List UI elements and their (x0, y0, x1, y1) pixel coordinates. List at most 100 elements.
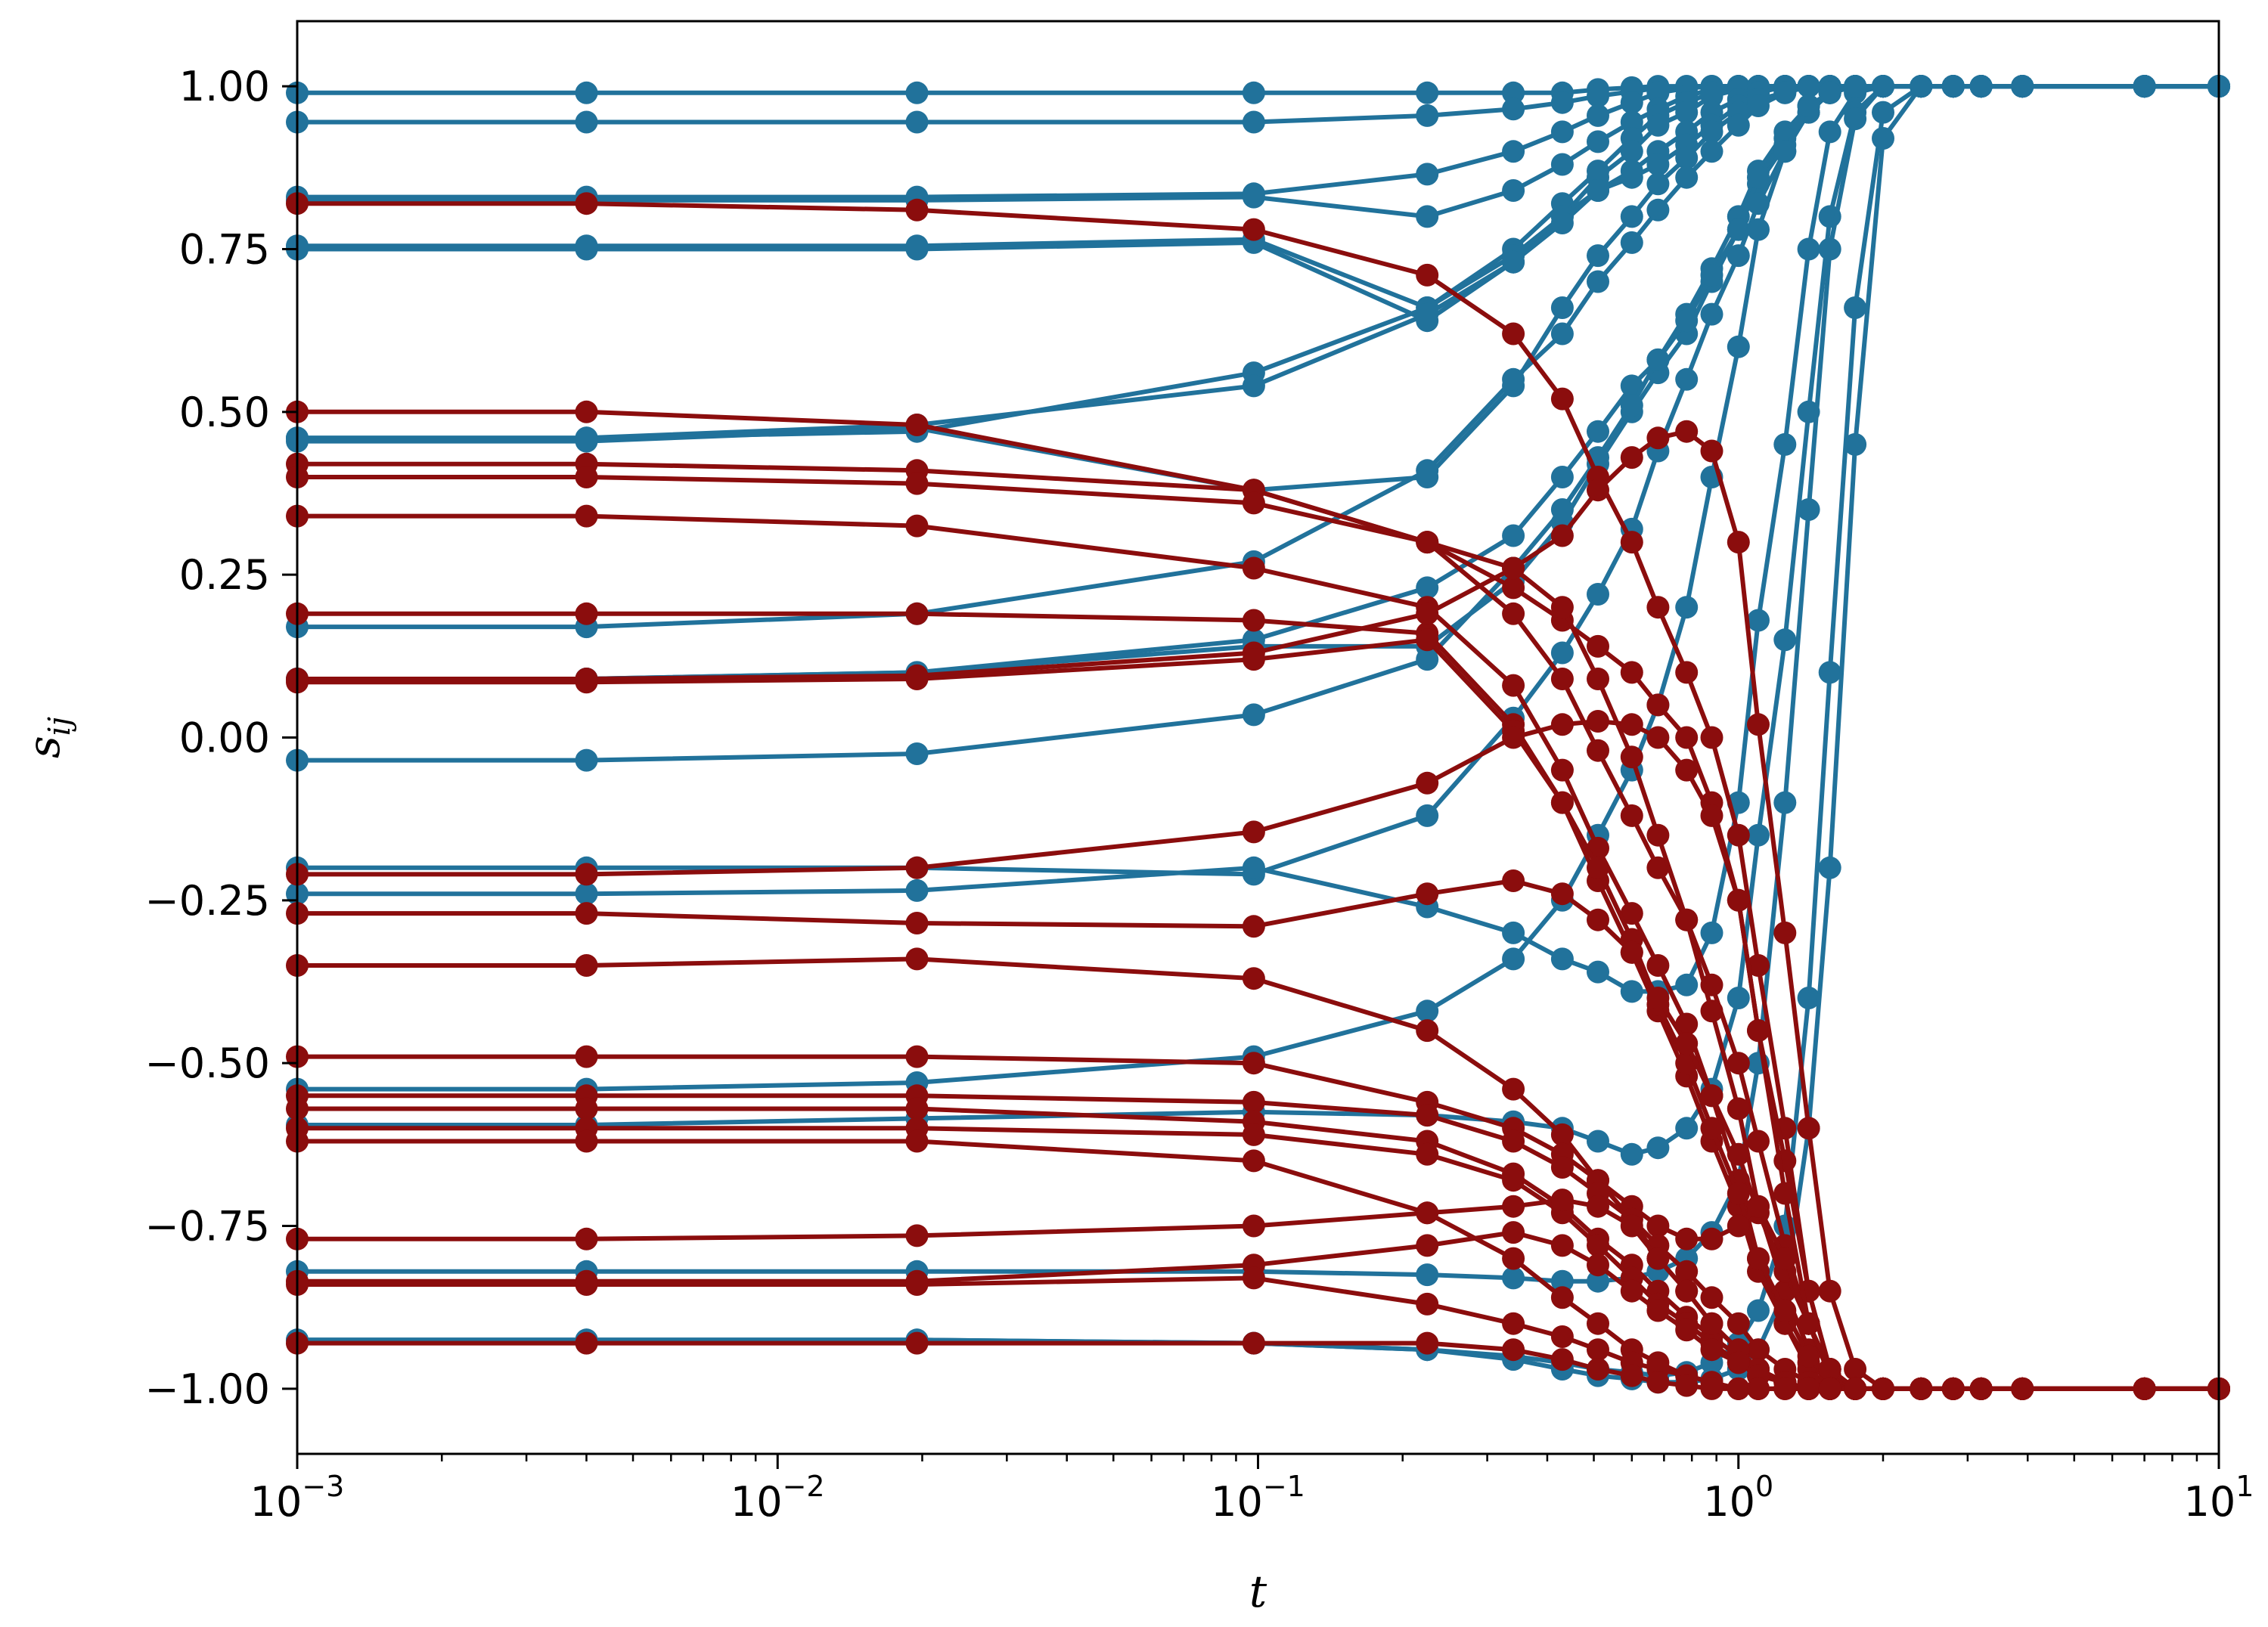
data-point (1242, 1090, 1265, 1114)
data-point (1818, 1279, 1841, 1303)
data-point (1587, 130, 1609, 153)
data-point (1727, 531, 1750, 554)
data-point (2133, 75, 2156, 98)
data-point (1242, 703, 1265, 727)
data-point (1242, 1266, 1265, 1290)
data-point (1587, 960, 1609, 984)
data-point (1502, 1247, 1525, 1270)
data-point (1646, 693, 1670, 717)
data-point (905, 1224, 929, 1247)
data-point (1727, 1097, 1750, 1120)
data-point (1773, 81, 1797, 104)
data-point (1416, 104, 1439, 127)
data-point (1502, 674, 1525, 697)
data-point (1797, 75, 1820, 98)
data-point (1550, 1269, 1574, 1293)
data-point (1416, 602, 1439, 625)
data-point (1550, 641, 1574, 665)
data-point (1700, 1117, 1723, 1140)
data-point (905, 472, 929, 495)
data-point (1700, 120, 1723, 144)
data-point (1502, 1266, 1525, 1290)
data-point (1550, 713, 1574, 736)
data-point (1242, 218, 1265, 241)
data-point (1727, 113, 1750, 137)
data-point (1727, 1351, 1750, 1374)
data-point (1646, 198, 1670, 222)
data-point (1416, 302, 1439, 326)
data-point (1747, 218, 1770, 241)
data-point (1502, 869, 1525, 892)
data-point (1727, 1312, 1750, 1335)
data-point (905, 947, 929, 971)
data-point (1700, 439, 1723, 463)
x-tick-label-base: 10 (731, 1478, 783, 1526)
data-point (575, 1273, 598, 1296)
data-point (1416, 531, 1439, 554)
series-layer (286, 75, 2230, 1400)
data-point (575, 429, 598, 453)
data-point (2011, 1377, 2034, 1400)
data-point (1675, 908, 1699, 931)
data-point (1700, 140, 1723, 163)
data-point (1675, 1260, 1699, 1283)
data-point (1550, 524, 1574, 547)
data-point (1700, 1227, 1723, 1250)
data-point (575, 602, 598, 625)
data-point (1872, 1377, 1894, 1400)
data-point (1242, 915, 1265, 938)
data-point (1872, 75, 1894, 98)
data-point (1747, 1247, 1770, 1270)
x-tick-label: 101 (2184, 1470, 2254, 1526)
data-point (1620, 804, 1643, 827)
data-point (1416, 576, 1439, 600)
data-point (1502, 140, 1525, 163)
data-point (1502, 576, 1525, 600)
x-tick-label: 10−2 (731, 1470, 825, 1526)
data-point (905, 668, 929, 690)
data-point (1502, 1338, 1525, 1362)
data-point (1550, 947, 1574, 971)
data-point (1550, 498, 1574, 521)
x-tick-label: 10−3 (250, 1470, 345, 1526)
data-point (1675, 1012, 1699, 1036)
data-point (575, 1045, 598, 1068)
data-point (1416, 1142, 1439, 1166)
data-point (575, 863, 598, 886)
data-point (1242, 648, 1265, 671)
y-axis-label-base: s (18, 736, 70, 758)
data-point (1797, 95, 1820, 117)
x-tick-label: 100 (1703, 1470, 1773, 1526)
data-point (1747, 954, 1770, 977)
data-point (1587, 710, 1609, 733)
data-point (1844, 1358, 1867, 1381)
data-point (1675, 1279, 1699, 1303)
data-point (1502, 1130, 1525, 1153)
data-point (1587, 179, 1609, 202)
data-point (1818, 856, 1841, 879)
data-point (1818, 237, 1841, 261)
data-point (1675, 726, 1699, 749)
data-point (1550, 1156, 1574, 1179)
data-point (575, 954, 598, 977)
x-axis-label: t (1249, 1566, 1267, 1617)
data-point (1773, 1247, 1797, 1270)
data-point (1242, 374, 1265, 398)
data-point (1416, 1263, 1439, 1287)
data-point (1646, 1371, 1670, 1394)
y-axis-label: sij (18, 717, 77, 758)
data-point (1727, 244, 1750, 268)
data-point (575, 671, 598, 694)
data-point (1747, 823, 1770, 847)
data-point (1620, 713, 1643, 736)
data-point (1646, 1136, 1670, 1160)
data-point (1747, 1019, 1770, 1043)
data-point (1941, 1377, 1965, 1400)
data-point (1416, 1331, 1439, 1355)
data-point (1242, 856, 1265, 879)
data-point (1242, 609, 1265, 632)
data-point (1872, 101, 1894, 124)
data-point (1620, 1214, 1643, 1238)
